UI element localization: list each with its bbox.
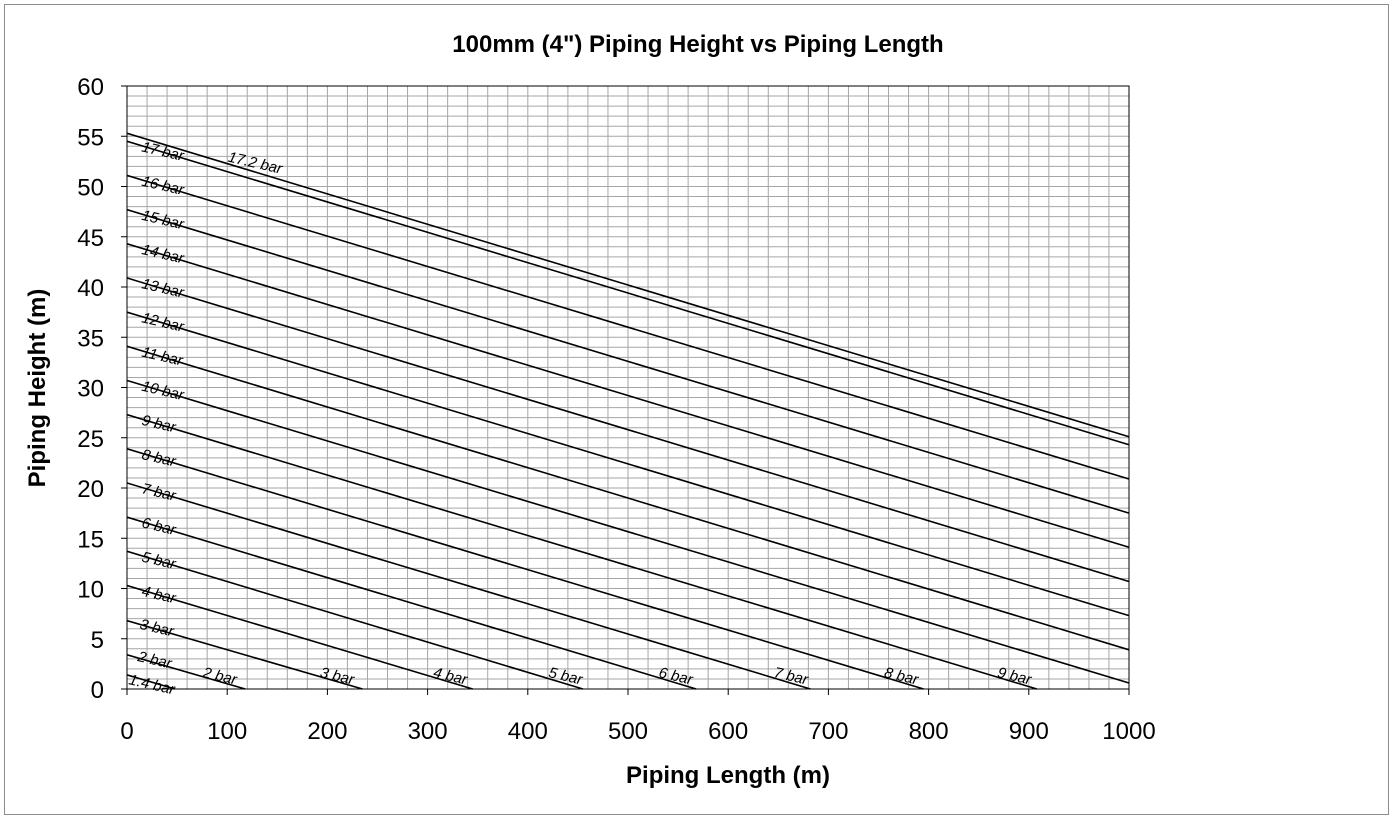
line-label: 8 bar <box>140 446 178 470</box>
chart-frame <box>4 4 1389 815</box>
series-line-8-bar <box>126 448 924 690</box>
series-line-17-2-bar <box>126 132 1130 438</box>
series-line-9-bar <box>126 413 1038 690</box>
line-label: 6 bar <box>657 664 695 688</box>
y-tick-label: 25 <box>77 426 104 453</box>
y-tick-label: 50 <box>77 175 104 202</box>
line-label: 5 bar <box>140 549 178 573</box>
series-line-11-bar <box>126 345 1130 651</box>
series-line-3-bar <box>126 619 363 690</box>
series-line-16-bar <box>126 174 1130 480</box>
series-line-12-bar <box>126 311 1130 617</box>
y-tick-label: 60 <box>77 74 104 101</box>
x-tick-label: 600 <box>708 718 748 745</box>
x-tick-label: 700 <box>808 718 848 745</box>
y-tick-label: 30 <box>77 376 104 403</box>
line-label: 4 bar <box>140 583 178 607</box>
line-label: 3 bar <box>138 616 176 640</box>
line-label: 7 bar <box>772 664 810 688</box>
x-tick-label: 900 <box>1009 718 1049 745</box>
x-axis-ticks: 0 100 200 300 400 500 600 700 800 900 1000 <box>120 689 1156 745</box>
series-line-4-bar <box>126 584 473 690</box>
y-axis-title: Piping Height (m) <box>24 289 51 488</box>
x-tick-label: 500 <box>608 718 648 745</box>
line-label: 3 bar <box>318 664 356 688</box>
x-tick-label: 100 <box>207 718 247 745</box>
y-axis-ticks: 0 5 10 15 20 25 30 35 40 45 50 55 60 <box>77 74 127 704</box>
y-tick-label: 40 <box>77 275 104 302</box>
y-tick-label: 45 <box>77 225 104 252</box>
y-tick-label: 5 <box>91 627 104 654</box>
x-axis-title: Piping Length (m) <box>626 762 830 789</box>
y-tick-label: 15 <box>77 526 104 553</box>
line-label: 5 bar <box>547 664 585 688</box>
y-tick-label: 35 <box>77 325 104 352</box>
series-line-15-bar <box>126 208 1130 514</box>
series-line-5-bar <box>126 550 584 690</box>
x-tick-label: 0 <box>120 718 133 745</box>
x-tick-label: 300 <box>408 718 448 745</box>
series-line-10-bar <box>126 379 1130 684</box>
y-tick-label: 55 <box>77 124 104 151</box>
x-tick-label: 200 <box>307 718 347 745</box>
line-label: 7 bar <box>140 480 178 504</box>
series-line-14-bar <box>126 243 1130 549</box>
line-label: 1.4 bar <box>127 671 177 698</box>
series-line-7-bar <box>126 482 811 690</box>
x-tick-label: 400 <box>508 718 548 745</box>
y-tick-label: 0 <box>91 677 104 704</box>
x-tick-label: 1000 <box>1102 718 1155 745</box>
series-line-13-bar <box>126 277 1130 583</box>
line-label: 2 bar <box>200 664 239 689</box>
series-layer <box>126 132 1130 690</box>
series-line-6-bar <box>126 516 697 690</box>
series-line-1-4-bar <box>126 674 176 690</box>
x-tick-label: 800 <box>909 718 949 745</box>
line-label: 4 bar <box>432 664 470 688</box>
y-tick-label: 10 <box>77 577 104 604</box>
y-tick-label: 20 <box>77 476 104 503</box>
line-label: 9 bar <box>140 412 178 436</box>
chart-title: 100mm (4") Piping Height vs Piping Lengt… <box>452 31 943 58</box>
series-line-17-bar <box>126 140 1130 446</box>
series-line-2-bar <box>126 654 246 690</box>
line-label: 9 bar <box>996 664 1034 688</box>
